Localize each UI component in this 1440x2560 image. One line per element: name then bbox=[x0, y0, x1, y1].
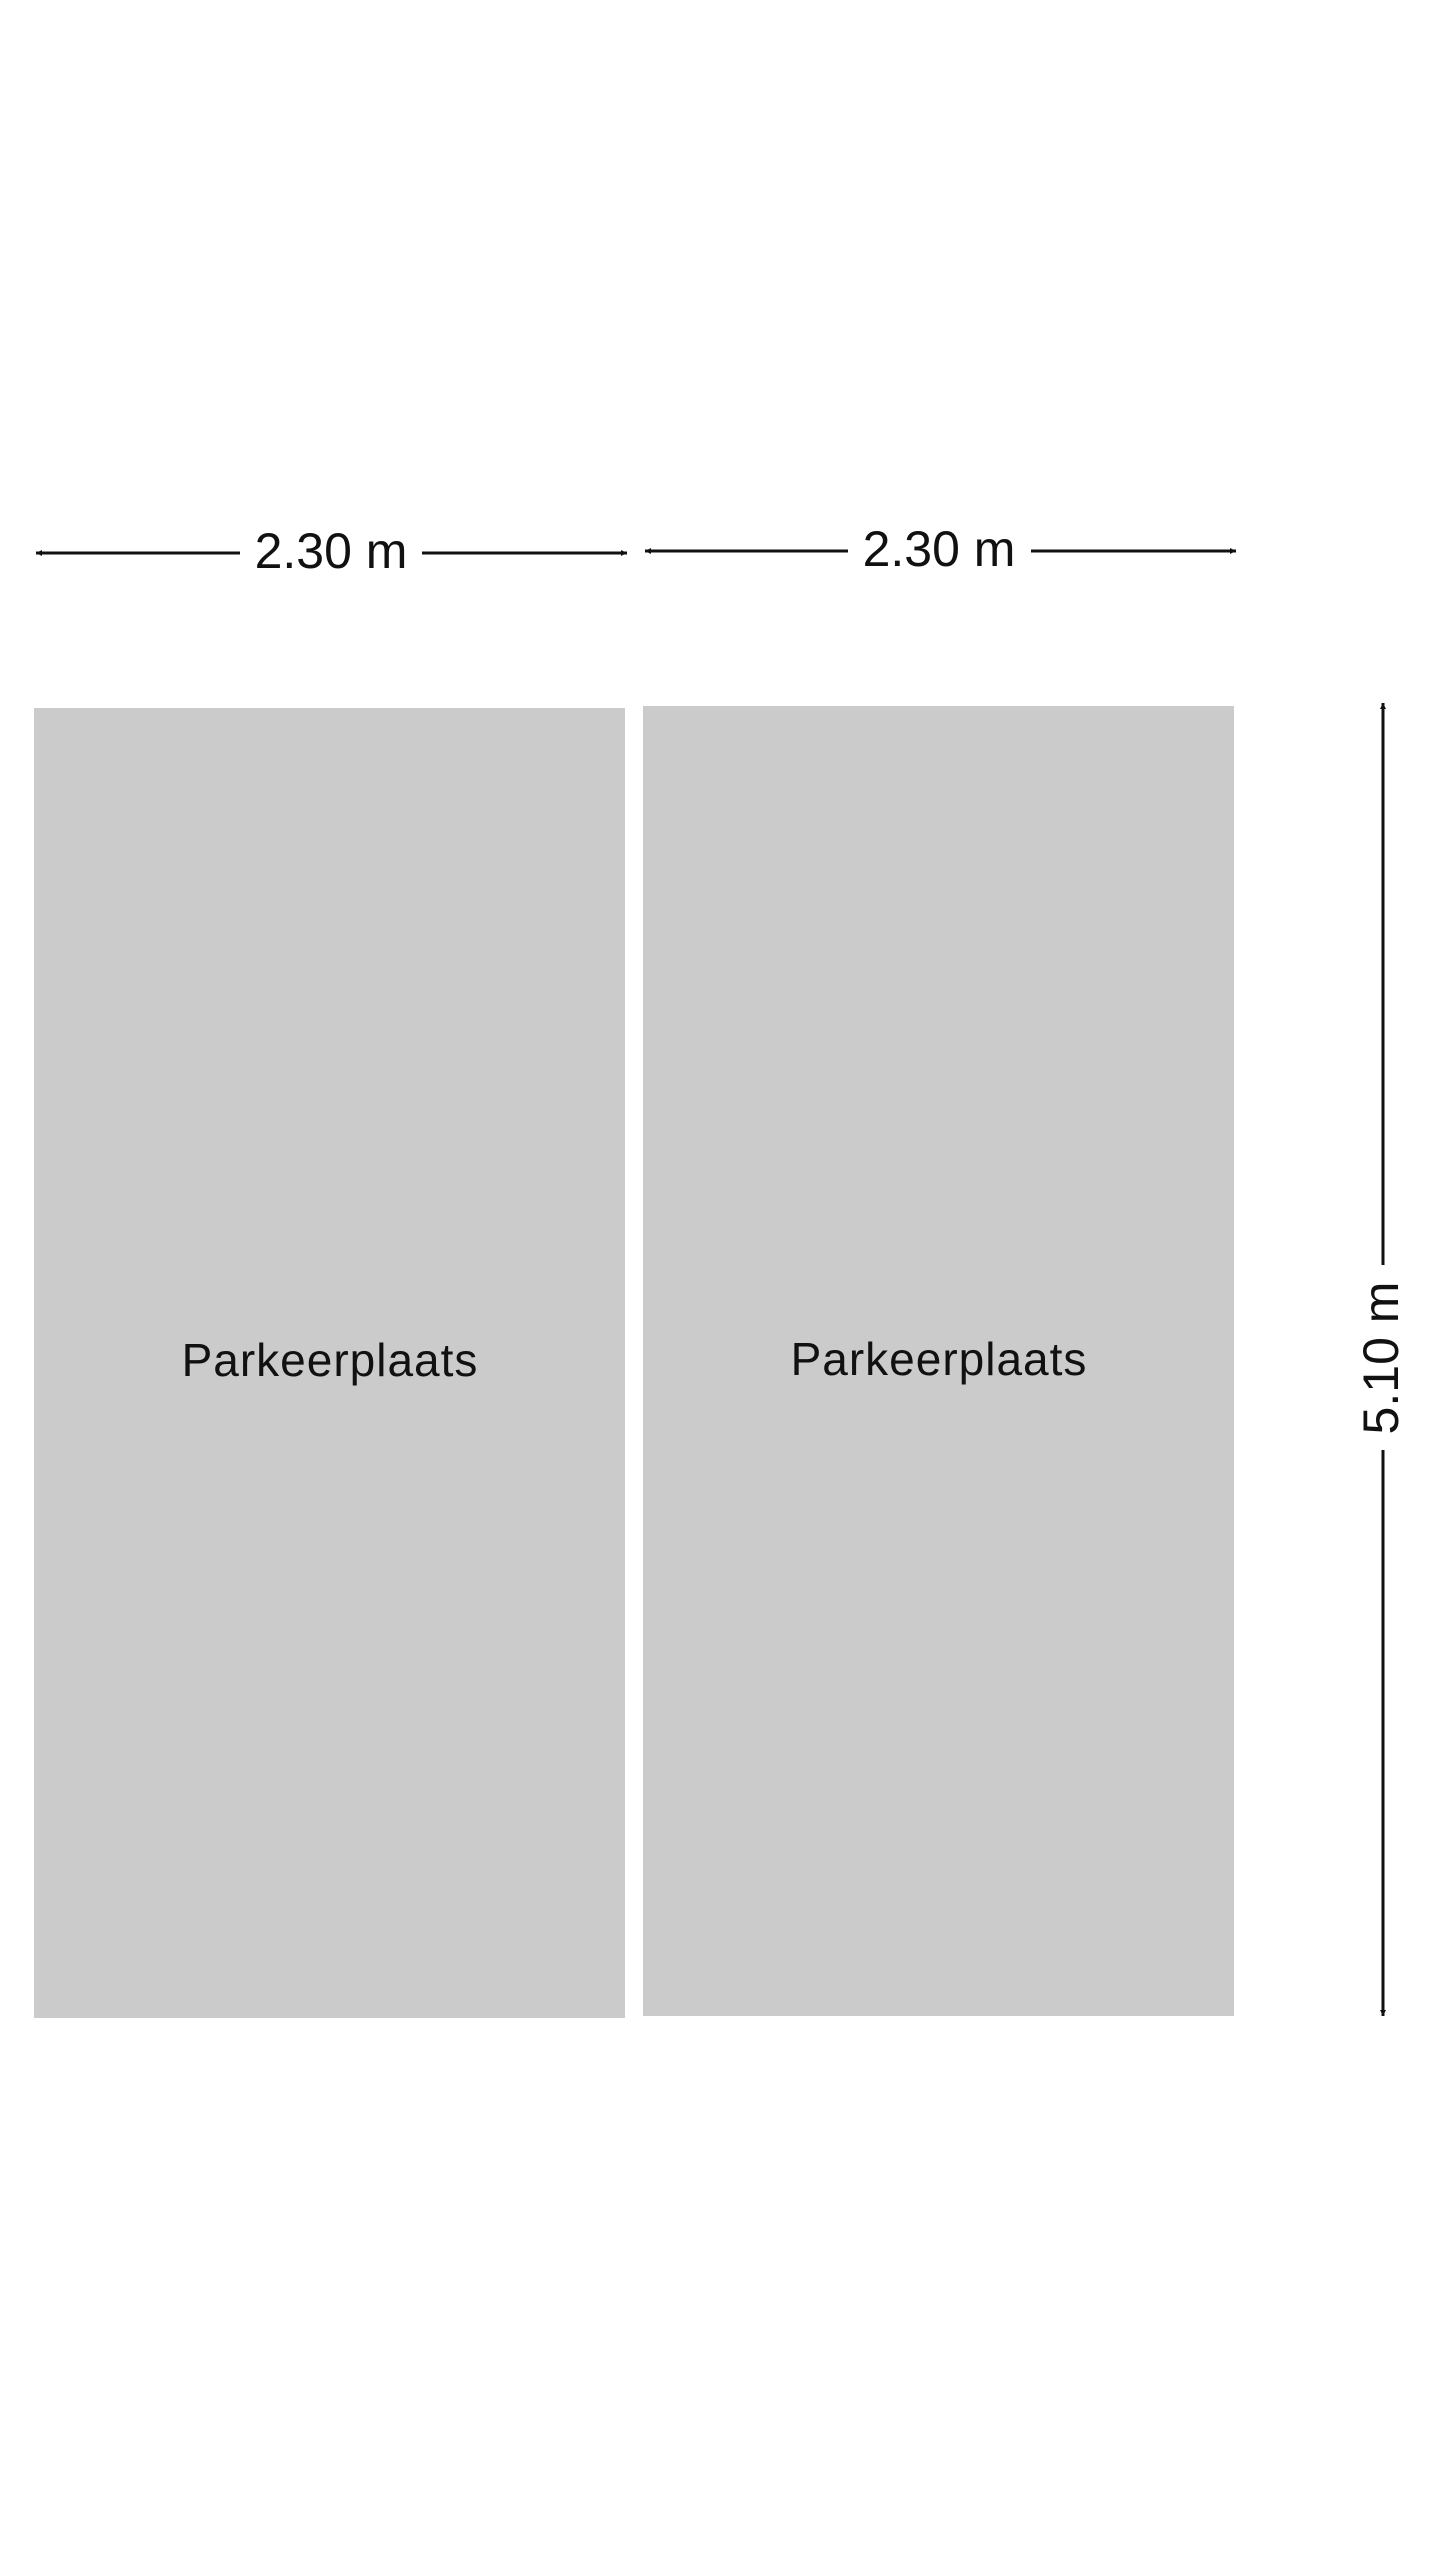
width-label: 2.30 m bbox=[863, 521, 1016, 577]
width-label: 2.30 m bbox=[255, 523, 408, 579]
parking-space bbox=[643, 706, 1234, 2016]
parking-space bbox=[34, 708, 625, 2018]
space-label: Parkeerplaats bbox=[182, 1334, 479, 1386]
depth-label: 5.10 m bbox=[1353, 1282, 1409, 1435]
space-label: Parkeerplaats bbox=[791, 1333, 1088, 1385]
